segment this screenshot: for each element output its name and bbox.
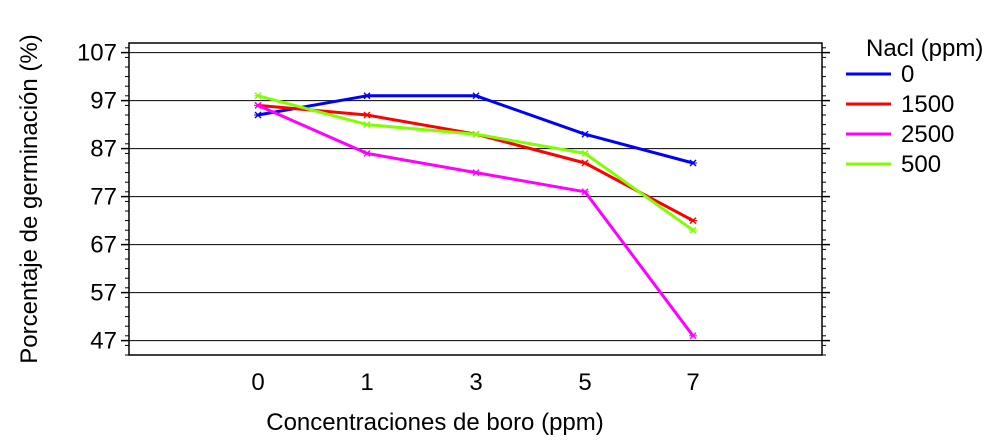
series-line-0: [256, 94, 695, 165]
data-point-0: [254, 111, 262, 119]
series-line-2500: [256, 103, 695, 338]
y-tick-label: 77: [90, 184, 117, 211]
x-tick-labels: 0 1 3 5 7: [251, 369, 699, 396]
legend-item-1500: 1500: [846, 91, 954, 118]
legend-item-0: 0: [846, 61, 914, 88]
series-layer: [254, 92, 697, 340]
legend-label: 1500: [901, 91, 954, 118]
data-point-2500: [689, 332, 697, 340]
series-line-500: [256, 94, 695, 232]
x-tick-label: 3: [469, 369, 482, 396]
data-point-2500: [472, 169, 480, 177]
y-tick-label: 107: [77, 40, 117, 67]
y-tick-label: 97: [90, 88, 117, 115]
y-tick-labels: 47 57 67 77 87 97 107: [77, 40, 117, 355]
y-axis-title: Porcentaje de germinación (%): [16, 34, 43, 364]
data-point-500: [689, 226, 697, 234]
legend-label: 0: [901, 61, 914, 88]
minor-ticks-layer: [121, 47, 830, 356]
data-point-2500: [363, 149, 371, 157]
legend: Nacl (ppm) 0 1500 2500 500: [846, 35, 983, 178]
data-point-0: [581, 130, 589, 138]
data-point-500: [254, 92, 262, 100]
legend-label: 2500: [901, 121, 954, 148]
data-point-1500: [363, 111, 371, 119]
legend-item-500: 500: [846, 151, 941, 178]
data-point-0: [689, 159, 697, 167]
legend-title: Nacl (ppm): [866, 35, 983, 62]
data-point-2500: [254, 101, 262, 109]
y-tick-label: 47: [90, 328, 117, 355]
data-point-0: [363, 92, 371, 100]
data-point-500: [363, 121, 371, 129]
legend-item-2500: 2500: [846, 121, 954, 148]
data-point-1500: [689, 217, 697, 225]
x-tick-label: 0: [251, 369, 264, 396]
data-point-0: [472, 92, 480, 100]
series-line-1500: [256, 103, 695, 223]
y-tick-label: 67: [90, 232, 117, 259]
data-point-2500: [581, 188, 589, 196]
data-point-500: [472, 130, 480, 138]
legend-label: 500: [901, 151, 941, 178]
y-tick-label: 57: [90, 280, 117, 307]
data-point-1500: [581, 159, 589, 167]
grid-layer: [129, 52, 822, 342]
plot-frame: [128, 42, 823, 356]
legend-items: 0 1500 2500 500: [846, 61, 954, 178]
data-point-500: [581, 149, 589, 157]
x-tick-label: 7: [686, 369, 699, 396]
x-axis-title: Concentraciones de boro (ppm): [266, 409, 604, 436]
x-tick-label: 1: [360, 369, 373, 396]
y-tick-label: 87: [90, 136, 117, 163]
x-tick-label: 5: [578, 369, 591, 396]
